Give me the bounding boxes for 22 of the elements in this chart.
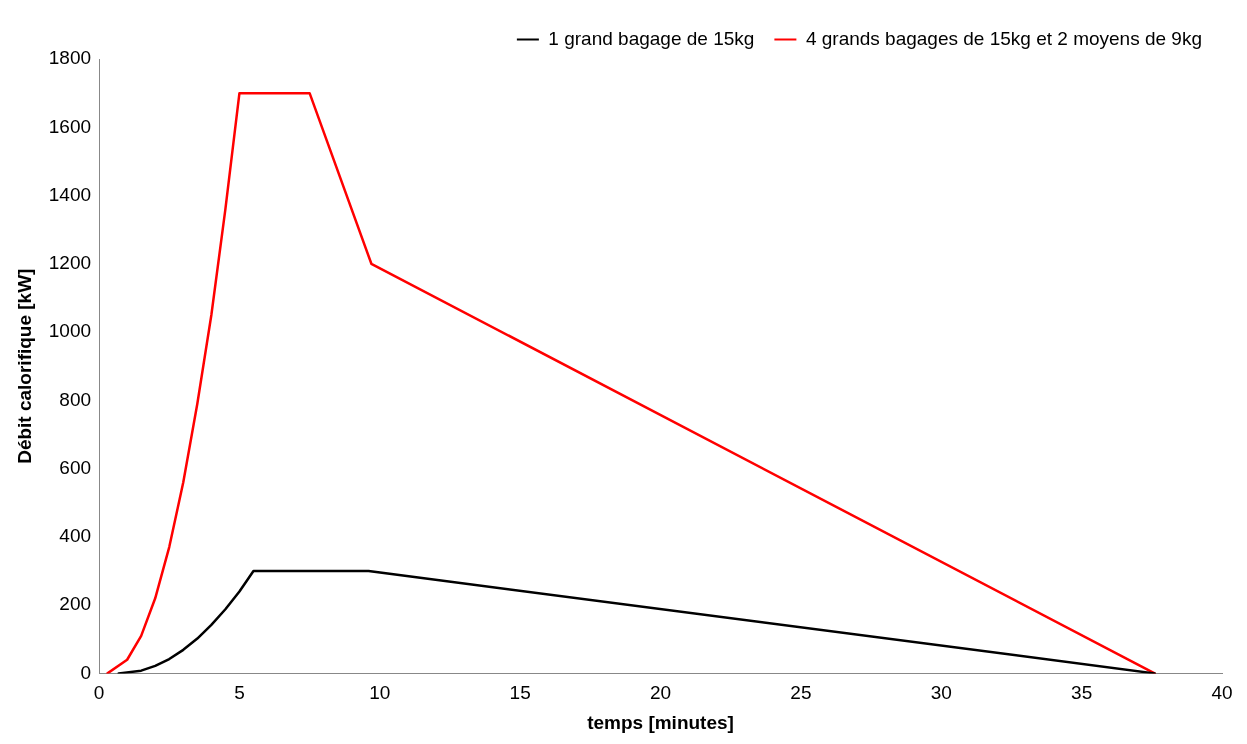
y-tick-label: 1000 xyxy=(48,320,92,342)
y-tick-label: 0 xyxy=(80,661,92,683)
y-tick-label: 800 xyxy=(59,388,92,410)
y-tick-label: 1800 xyxy=(48,47,92,69)
y-tick-label: 1600 xyxy=(48,115,92,137)
x-tick-label: 25 xyxy=(790,682,812,704)
x-tick-label: 35 xyxy=(1071,682,1093,704)
y-tick-label: 600 xyxy=(59,456,92,478)
x-tick-label: 30 xyxy=(930,682,952,704)
x-tick-label: 15 xyxy=(509,682,531,704)
y-axis-title: Débit calorifique [kW] xyxy=(13,268,35,464)
y-tick-label: 1400 xyxy=(48,183,92,205)
y-tick-label: 1200 xyxy=(48,252,92,274)
x-tick-label: 5 xyxy=(234,682,245,704)
x-tick-label: 40 xyxy=(1211,682,1233,704)
legend-label: 1 grand bagage de 15kg xyxy=(548,27,755,49)
x-axis-title: temps [minutes] xyxy=(587,711,734,733)
x-tick-label: 10 xyxy=(369,682,391,704)
y-tick-label: 200 xyxy=(59,593,92,615)
x-tick-label: 20 xyxy=(649,682,672,704)
legend-label: 4 grands bagages de 15kg et 2 moyens de 9kg xyxy=(805,27,1203,49)
y-tick-label: 400 xyxy=(59,525,92,547)
